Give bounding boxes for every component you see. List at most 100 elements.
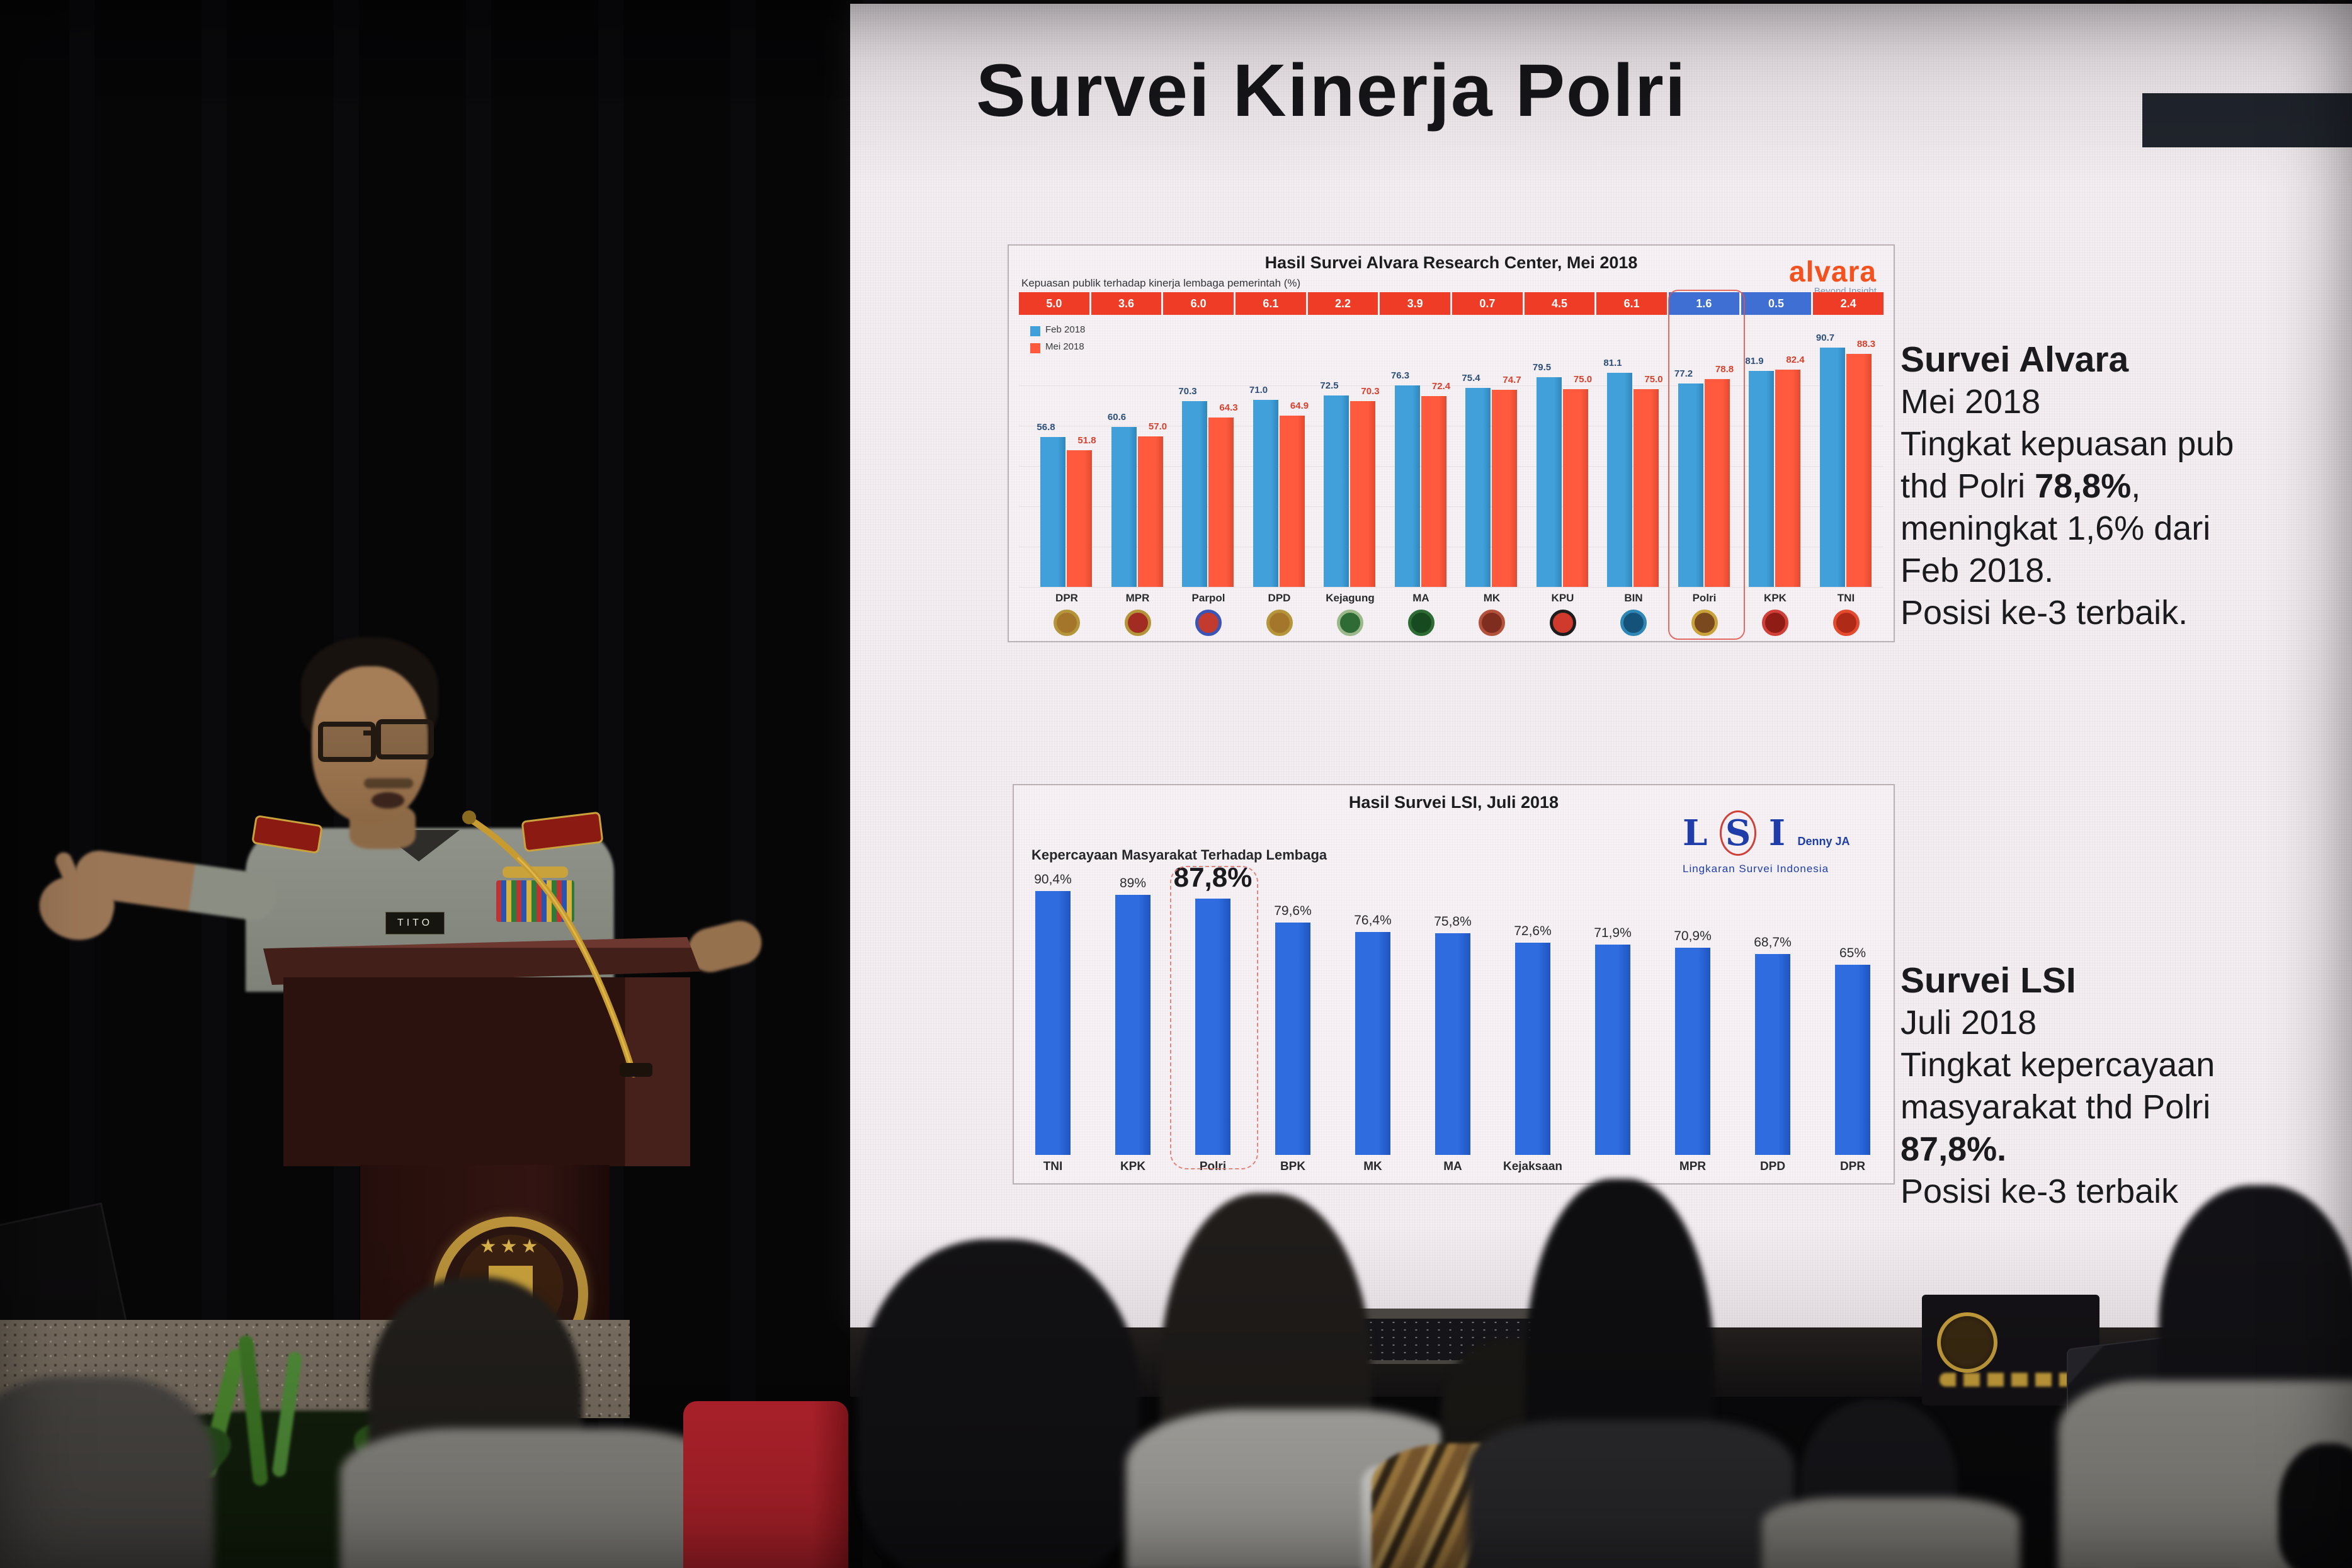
category-label-MA: MA xyxy=(1412,592,1429,604)
projection-screen: Survei Kinerja Polri Hasil Survei Alvara… xyxy=(850,4,2352,1329)
value-label-Kejaksaan: 72,6% xyxy=(1514,924,1552,938)
bar-Kejaksaan xyxy=(1515,943,1550,1155)
speaker-wing-badge xyxy=(503,866,568,878)
bar-label-mei-Kejagung: 70.3 xyxy=(1361,386,1380,397)
note-line: masyarakat thd Polri xyxy=(1900,1088,2211,1126)
institution-logo-Kejagung xyxy=(1337,610,1363,636)
slide-title: Survei Kinerja Polri xyxy=(976,49,1687,132)
bar-label-mei-TNI: 88.3 xyxy=(1856,339,1876,349)
legend-label: Feb 2018 xyxy=(1045,324,1086,335)
podium-body xyxy=(283,977,690,1166)
bar-label-feb-Parpol: 70.3 xyxy=(1178,386,1197,397)
category-label-Polri: Polri xyxy=(1199,1160,1227,1173)
value-label-DPR: 65% xyxy=(1839,946,1866,960)
bar-MK xyxy=(1355,932,1390,1155)
category-label-KPU: KPU xyxy=(1551,592,1574,604)
bar-label-feb-MPR: 60.6 xyxy=(1107,412,1127,423)
value-label-KPK: 89% xyxy=(1119,876,1147,890)
bar-label-feb-DPR: 56.8 xyxy=(1037,422,1055,433)
lsi-logo-dennyja: Denny JA xyxy=(1797,835,1850,848)
institution-logo-DPR xyxy=(1054,610,1080,636)
value-label-DPD: 68,7% xyxy=(1754,935,1792,950)
bar-label-mei-KPU: 75.0 xyxy=(1573,374,1593,385)
desk-sign-gold-text xyxy=(1940,1373,2084,1387)
institution-logo-BIN xyxy=(1620,610,1647,636)
note-line: Feb 2018. xyxy=(1900,552,2054,589)
speaker-ribbon-rack xyxy=(496,880,574,922)
category-label-MA: MA xyxy=(1443,1160,1462,1173)
bar-label-feb-TNI: 90.7 xyxy=(1815,332,1835,343)
lsi-logo-S: S xyxy=(1719,810,1757,856)
diff-cell-MK: 0.7 xyxy=(1452,292,1523,315)
gridline xyxy=(1019,466,1883,467)
category-label-MPR: MPR xyxy=(1125,592,1150,604)
note-line: meningkat 1,6% dari xyxy=(1900,509,2211,547)
legend-swatch-Mei 2018 xyxy=(1030,343,1040,353)
institution-logo-Parpol xyxy=(1195,610,1222,636)
bar-label-mei-KPK: 82.4 xyxy=(1786,355,1805,365)
category-label-DPD: DPD xyxy=(1268,592,1291,604)
bar-mei-Polri xyxy=(1704,379,1730,587)
institution-logo-KPU xyxy=(1549,610,1576,636)
highlight-box-polri xyxy=(1170,866,1258,1169)
emblem-stars: ★★★ xyxy=(479,1236,542,1257)
value-label-BPK: 79,6% xyxy=(1274,904,1312,918)
alvara-chart-panel: Hasil Survei Alvara Research Center, Mei… xyxy=(1008,244,1895,642)
institution-logo-MA xyxy=(1407,610,1434,636)
title-accent-bar xyxy=(2142,93,2352,147)
note-line: Tingkat kepercayaan xyxy=(1900,1046,2215,1084)
bar-feb-KPK xyxy=(1749,371,1774,587)
note-line: Tingkat kepuasan pub xyxy=(1900,425,2234,463)
note-line: thd Polri 78,8%, xyxy=(1900,467,2141,505)
legend-swatch-Feb 2018 xyxy=(1030,326,1040,336)
category-label-BPK: BPK xyxy=(1280,1160,1306,1173)
diff-cell-MA: 3.9 xyxy=(1380,292,1450,315)
desk-sign-emblem xyxy=(1937,1312,1997,1373)
bar-mei-TNI xyxy=(1846,354,1872,587)
category-label-KPK: KPK xyxy=(1120,1160,1146,1173)
audience-shoulder-far-left xyxy=(0,1376,214,1568)
bar-mei-DPR xyxy=(1067,450,1092,587)
bar-feb-Kejagung xyxy=(1324,395,1349,587)
audience-shoulders-1 xyxy=(340,1428,730,1568)
alvara-logo-text: alvara xyxy=(1788,255,1877,288)
category-label-BIN: BIN xyxy=(1624,592,1643,604)
bar-feb-MA xyxy=(1394,385,1420,587)
value-label-MPR: 70,9% xyxy=(1674,929,1712,943)
diff-cell-TNI: 2.4 xyxy=(1813,292,1883,315)
audience-head-corner xyxy=(2278,1443,2352,1568)
note-line: Posisi ke-3 terbaik. xyxy=(1900,594,2188,632)
value-label-MK: 76,4% xyxy=(1354,913,1392,928)
note-line: Juli 2018 xyxy=(1900,1004,2037,1042)
diff-cell-Polri: 1.6 xyxy=(1669,292,1739,315)
bar-feb-TNI xyxy=(1819,348,1845,587)
category-label-DPD: DPD xyxy=(1759,1160,1786,1173)
value-label-TNI: 90,4% xyxy=(1034,872,1072,887)
bar-MA xyxy=(1435,933,1470,1155)
bar-label-mei-Polri: 78.8 xyxy=(1715,364,1734,375)
lsi-logo-subtext: Lingkaran Survei Indonesia xyxy=(1683,863,1829,875)
bar-label-feb-KPK: 81.9 xyxy=(1745,356,1764,366)
institution-logo-TNI xyxy=(1832,610,1860,636)
speaker-mouth xyxy=(372,792,404,809)
bar-feb-KPU xyxy=(1536,377,1562,587)
speaker-glasses xyxy=(318,719,434,762)
bar-mei-Parpol xyxy=(1208,418,1234,587)
lsi-logo: L S I Denny JA Lingkaran Survei Indonesi… xyxy=(1683,810,1884,875)
diff-cell-MPR: 3.6 xyxy=(1091,292,1162,315)
bar-feb-DPD xyxy=(1253,400,1278,587)
bar-label-mei-MPR: 57.0 xyxy=(1148,421,1167,432)
category-label-MK: MK xyxy=(1363,1160,1382,1173)
bar-label-mei-MA: 72.4 xyxy=(1431,381,1451,392)
category-label-Kejaksaan: Kejaksaan xyxy=(1503,1160,1562,1173)
bar-BPK xyxy=(1275,923,1310,1155)
bar-TNI xyxy=(1035,891,1071,1155)
audience-shoulders-5 xyxy=(1762,1497,2020,1568)
diff-cell-Parpol: 6.0 xyxy=(1163,292,1234,315)
gridline xyxy=(1019,587,1883,588)
bar-label-feb-MK: 75.4 xyxy=(1462,373,1480,383)
note-lsi-heading: Survei LSI xyxy=(1900,960,2076,1001)
bar-mei-DPD xyxy=(1279,416,1305,587)
diff-cell-DPR: 5.0 xyxy=(1019,292,1089,315)
